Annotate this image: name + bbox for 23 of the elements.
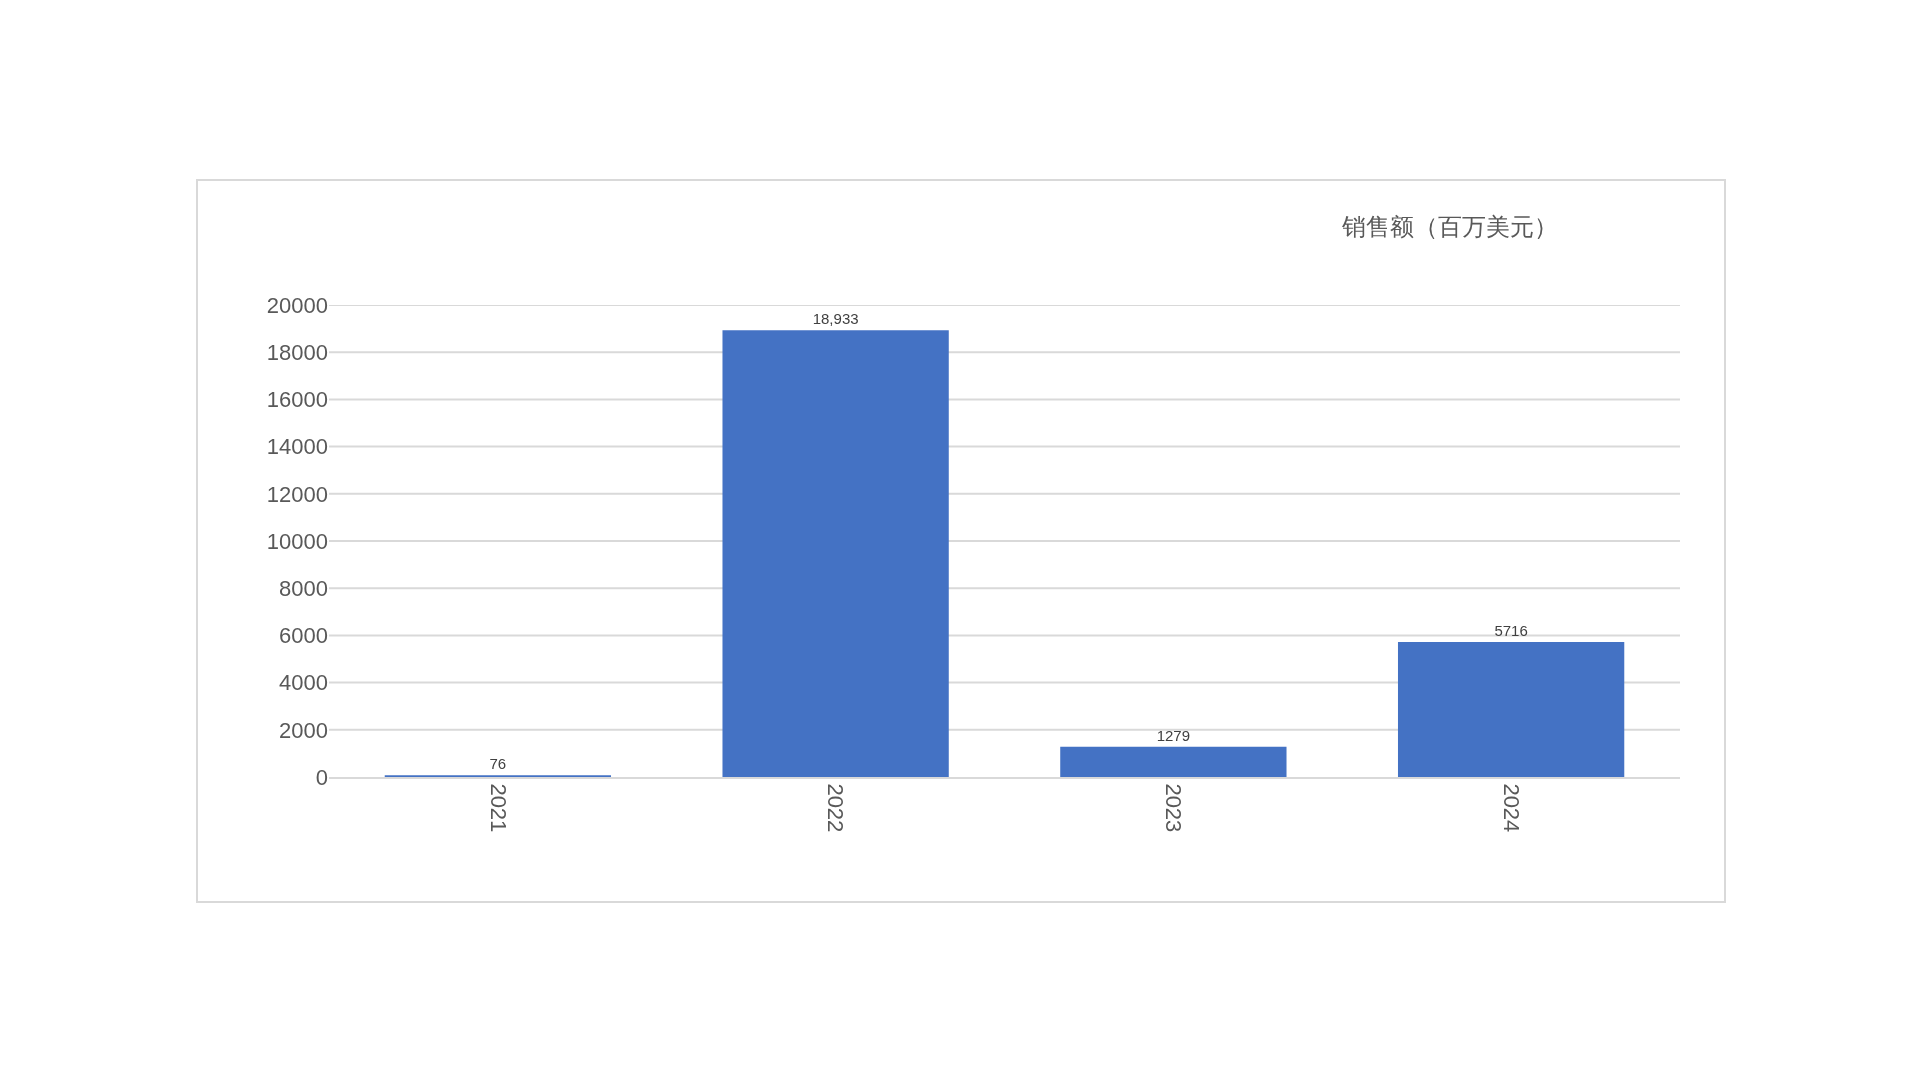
y-tick-label: 8000 bbox=[279, 575, 328, 601]
y-tick-label: 14000 bbox=[266, 434, 328, 460]
y-tick-label: 6000 bbox=[279, 623, 328, 649]
data-label: 76 bbox=[489, 755, 507, 773]
data-label: 5716 bbox=[1494, 622, 1528, 640]
bar bbox=[722, 330, 949, 777]
y-tick-label: 20000 bbox=[266, 292, 328, 318]
y-tick-label: 10000 bbox=[266, 528, 328, 554]
y-tick-label: 4000 bbox=[279, 670, 328, 696]
y-tick-label: 12000 bbox=[266, 481, 328, 507]
data-label: 1279 bbox=[1156, 726, 1191, 744]
x-tick-label: 2022 bbox=[823, 783, 849, 833]
chart-title: 销售额（百万美元） bbox=[1341, 213, 1559, 241]
y-tick-label: 2000 bbox=[279, 717, 328, 743]
y-tick-label: 16000 bbox=[266, 387, 328, 413]
x-tick-label: 2023 bbox=[1161, 783, 1187, 833]
x-tick-label: 2021 bbox=[485, 783, 511, 833]
y-tick-label: 0 bbox=[315, 764, 328, 790]
y-tick-label: 18000 bbox=[266, 339, 328, 365]
data-label: 18,933 bbox=[812, 310, 859, 328]
bar bbox=[1397, 642, 1625, 777]
bar bbox=[1060, 746, 1287, 777]
x-tick-label: 2024 bbox=[1498, 783, 1524, 833]
